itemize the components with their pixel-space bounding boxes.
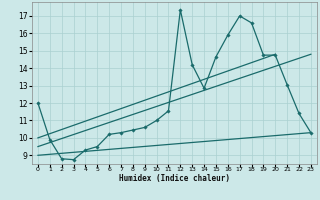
X-axis label: Humidex (Indice chaleur): Humidex (Indice chaleur): [119, 174, 230, 183]
